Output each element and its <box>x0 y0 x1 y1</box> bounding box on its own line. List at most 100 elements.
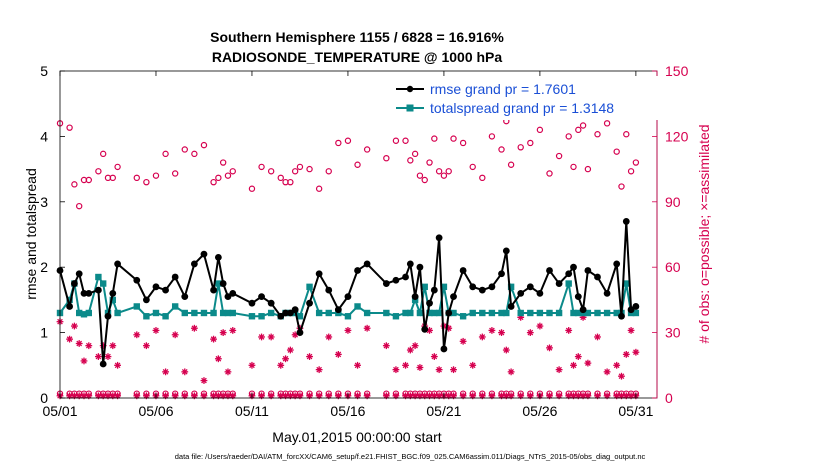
possible-obs-point <box>258 163 265 171</box>
assimilated-obs-point <box>94 353 102 360</box>
chart-title-line-2: RADIOSONDE_TEMPERATURE @ 1000 hPa <box>212 49 503 65</box>
assimilated-obs-baseline-point <box>517 392 525 400</box>
assimilated-obs-stroke <box>335 351 342 358</box>
assimilated-obs-point <box>152 327 160 334</box>
assimilated-obs-stroke <box>85 392 92 399</box>
assimilated-obs-stroke <box>460 338 466 345</box>
rmse-point <box>382 280 390 287</box>
x-tick-label: 05/11 <box>235 403 269 419</box>
rmse-point <box>502 247 510 255</box>
assimilated-obs-stroke <box>95 353 102 360</box>
assimilated-obs-stroke <box>460 392 466 399</box>
assimilated-obs-stroke <box>114 392 121 399</box>
legend-rmse-label: rmse grand pr = 1.7601 <box>430 81 576 97</box>
rmse-point <box>536 289 544 297</box>
possible-obs-point <box>527 139 534 147</box>
assimilated-obs-stroke <box>613 392 620 399</box>
rmse-point <box>152 283 160 291</box>
y-right-tick-label: 90 <box>665 194 681 210</box>
assimilated-obs-stroke <box>450 366 457 373</box>
assimilated-obs-point <box>277 361 285 369</box>
rmse-point <box>229 289 237 297</box>
assimilated-obs-point <box>435 366 443 374</box>
legend-rmse-marker <box>406 85 414 93</box>
assimilated-obs-stroke <box>282 392 289 399</box>
assimilated-obs-stroke <box>537 323 543 329</box>
rmse-point <box>99 360 107 368</box>
assimilated-obs-stroke <box>201 377 207 384</box>
possible-obs-point <box>210 178 217 186</box>
possible-obs-point <box>191 150 198 158</box>
y-right-tick-label: 60 <box>665 259 681 275</box>
assimilated-obs-stroke <box>306 353 313 360</box>
assimilated-obs-stroke <box>546 392 553 399</box>
assimilated-obs-stroke <box>105 353 111 360</box>
rmse-point <box>94 286 102 294</box>
rmse-point <box>574 293 582 301</box>
totalspread-point <box>570 309 577 317</box>
y-right-tick-label: 120 <box>665 128 689 144</box>
assimilated-obs-stroke <box>354 392 361 399</box>
rmse-point <box>171 273 179 281</box>
y-right-tick-label: 150 <box>665 63 689 79</box>
assimilated-obs-stroke <box>503 347 510 353</box>
assimilated-obs-stroke <box>402 392 409 399</box>
possible-obs-point <box>555 152 563 160</box>
rmse-point <box>622 218 630 225</box>
plot-frame <box>59 70 658 399</box>
assimilated-obs-point <box>325 333 333 341</box>
possible-obs-point <box>171 170 179 177</box>
totalspread-point <box>344 313 352 320</box>
rmse-point <box>277 312 285 320</box>
rmse-point <box>334 306 342 314</box>
rmse-point <box>291 306 299 314</box>
assimilated-obs-point <box>450 366 457 374</box>
possible-obs-point <box>248 185 256 192</box>
totalspread-point <box>450 309 457 317</box>
assimilated-obs-stroke <box>172 331 179 338</box>
totalspread-point <box>80 311 88 318</box>
assimilated-obs-stroke <box>162 369 169 375</box>
assimilated-obs-point <box>224 368 232 376</box>
assimilated-obs-stroke <box>277 362 284 369</box>
assimilated-obs-stroke <box>215 392 222 399</box>
possible-obs-point <box>450 135 457 142</box>
assimilated-obs-stroke <box>81 392 87 399</box>
rmse-point <box>565 270 573 278</box>
assimilated-obs-stroke <box>556 366 562 373</box>
assimilated-obs-stroke <box>172 392 179 399</box>
assimilated-obs-stroke <box>225 369 231 375</box>
assimilated-obs-stroke <box>412 342 418 349</box>
totalspread-point <box>219 309 227 317</box>
assimilated-obs-stroke <box>469 362 476 369</box>
totalspread-point <box>229 309 236 317</box>
assimilated-obs-stroke <box>623 392 630 399</box>
x-tick-label: 05/01 <box>42 403 77 419</box>
possible-obs-point <box>277 174 284 182</box>
possible-obs-point <box>109 174 116 182</box>
totalspread-point <box>109 296 116 304</box>
assimilated-obs-stroke <box>258 334 265 340</box>
assimilated-obs-stroke <box>95 392 102 399</box>
assimilated-obs-point <box>469 361 477 369</box>
totalspread-point <box>114 309 121 317</box>
x-tick-label: 05/06 <box>138 403 173 419</box>
assimilated-obs-stroke <box>100 392 107 399</box>
assimilated-obs-stroke <box>594 334 601 340</box>
assimilated-obs-point <box>574 353 582 360</box>
assimilated-obs-stroke <box>613 362 620 369</box>
possible-obs-point <box>133 174 140 182</box>
assimilated-obs-baseline-point <box>334 392 342 400</box>
assimilated-obs-stroke <box>66 336 73 342</box>
assimilated-obs-stroke <box>585 360 591 366</box>
totalspread-point <box>210 309 217 317</box>
assimilated-obs-stroke <box>225 392 231 399</box>
assimilated-obs-stroke <box>503 392 510 399</box>
assimilated-obs-stroke <box>162 392 169 399</box>
possible-obs-point <box>632 159 640 166</box>
assimilated-obs-point <box>594 333 601 341</box>
possible-obs-point <box>603 120 611 127</box>
rmse-point <box>104 312 112 320</box>
possible-obs-point <box>618 183 625 190</box>
x-tick-label: 05/26 <box>522 403 557 419</box>
